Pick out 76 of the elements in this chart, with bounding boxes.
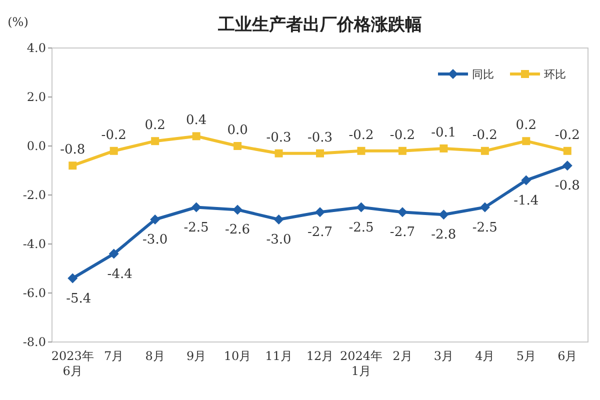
data-label: -0.2 bbox=[472, 128, 498, 143]
legend-label: 环比 bbox=[544, 68, 566, 81]
x-tick-label: 5月 bbox=[516, 349, 536, 363]
x-tick-label: 2023年 6月 bbox=[51, 349, 94, 378]
data-label: -2.7 bbox=[307, 225, 333, 240]
y-tick-label: 4.0 bbox=[26, 41, 46, 55]
point bbox=[234, 142, 242, 150]
data-label: -2.5 bbox=[184, 220, 209, 236]
chart-title: 工业生产者出厂价格涨跌幅 bbox=[217, 15, 422, 35]
point bbox=[151, 137, 160, 146]
x-tick-label: 9月 bbox=[186, 349, 206, 363]
x-tick-label: 12月 bbox=[306, 349, 334, 363]
y-tick-label: -6.0 bbox=[22, 286, 46, 300]
point bbox=[315, 207, 325, 218]
data-label: 0.4 bbox=[186, 113, 207, 128]
point bbox=[398, 146, 406, 155]
y-tick-label: -2.0 bbox=[22, 188, 46, 202]
point bbox=[274, 214, 284, 224]
x-tick-label: 3月 bbox=[434, 349, 454, 363]
point bbox=[356, 202, 366, 212]
data-label: -0.8 bbox=[60, 142, 86, 158]
y-tick-label: 2.0 bbox=[26, 90, 46, 104]
point bbox=[316, 149, 324, 158]
data-label: -0.2 bbox=[554, 128, 580, 143]
data-label: 0.0 bbox=[227, 123, 248, 138]
data-label: -0.1 bbox=[431, 125, 456, 140]
point bbox=[522, 137, 530, 146]
x-tick-label: 10月 bbox=[224, 349, 252, 363]
data-label: -1.4 bbox=[514, 193, 539, 208]
point bbox=[108, 248, 119, 259]
data-label: -0.2 bbox=[348, 128, 374, 143]
data-label: -0.8 bbox=[554, 178, 580, 194]
point bbox=[357, 146, 366, 155]
point bbox=[438, 210, 449, 220]
data-label: -2.6 bbox=[225, 222, 250, 238]
data-label: -4.4 bbox=[107, 266, 132, 282]
point bbox=[192, 132, 200, 140]
data-label: -0.2 bbox=[101, 128, 126, 143]
point bbox=[521, 175, 532, 186]
data-label: -5.4 bbox=[66, 291, 92, 306]
point bbox=[440, 144, 448, 152]
point bbox=[68, 162, 77, 170]
data-label: -3.0 bbox=[266, 232, 292, 248]
y-tick-label: 0.0 bbox=[26, 139, 46, 153]
data-label: -0.3 bbox=[266, 130, 292, 146]
data-label: -2.5 bbox=[348, 220, 374, 236]
y-axis-title: (%) bbox=[8, 15, 28, 29]
data-label: 0.2 bbox=[516, 118, 536, 134]
point bbox=[68, 273, 78, 284]
point bbox=[232, 204, 243, 215]
y-tick-label: -4.0 bbox=[22, 237, 46, 251]
legend-label: 同比 bbox=[472, 68, 494, 81]
data-label: 0.2 bbox=[144, 118, 166, 134]
x-tick-label: 11月 bbox=[265, 349, 292, 363]
data-label: -0.2 bbox=[390, 128, 415, 143]
y-tick-label: -8.0 bbox=[22, 335, 46, 349]
point bbox=[562, 160, 572, 171]
x-tick-label: 8月 bbox=[145, 349, 165, 363]
data-label: -2.7 bbox=[390, 225, 415, 240]
data-label: -3.0 bbox=[142, 232, 168, 248]
data-label: -2.8 bbox=[431, 228, 456, 243]
point bbox=[563, 146, 572, 155]
x-tick-label: 7月 bbox=[104, 349, 124, 363]
point bbox=[274, 149, 283, 158]
point bbox=[150, 214, 160, 224]
point bbox=[191, 202, 202, 212]
x-tick-label: 4月 bbox=[475, 349, 495, 363]
data-label: -2.5 bbox=[472, 220, 498, 236]
x-tick-label: 6月 bbox=[558, 349, 578, 363]
point bbox=[110, 146, 118, 155]
point bbox=[480, 202, 490, 212]
x-tick-label: 2月 bbox=[392, 349, 412, 363]
point bbox=[480, 146, 489, 155]
point bbox=[397, 207, 408, 218]
data-label: -0.3 bbox=[307, 130, 333, 146]
x-tick-label: 2024年 1月 bbox=[340, 349, 383, 378]
